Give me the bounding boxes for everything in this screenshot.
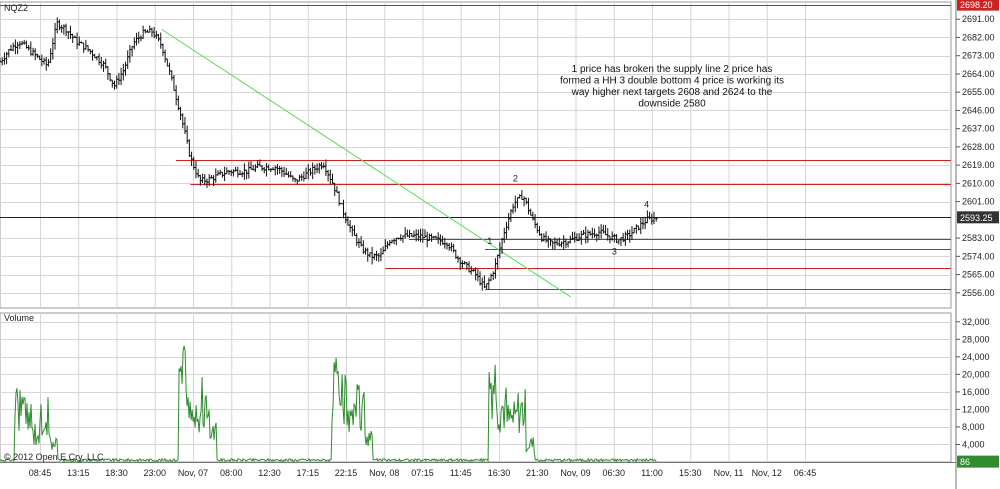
price-tick-label: 2610.00 bbox=[962, 178, 995, 188]
time-tick-label: 08:00 bbox=[220, 468, 243, 478]
volume-badge bbox=[957, 455, 999, 468]
analysis-note-line: formed a HH 3 double bottom 4 price is w… bbox=[560, 76, 784, 87]
time-tick-label: Nov, 07 bbox=[178, 468, 208, 478]
price-tick-label: 2646.00 bbox=[962, 105, 995, 115]
volume-tick-label: 20,000 bbox=[962, 369, 990, 379]
volume-tick-label: 12,000 bbox=[962, 404, 990, 414]
time-tick-label: 22:15 bbox=[335, 468, 358, 478]
time-tick-label: 12:30 bbox=[258, 468, 281, 478]
volume-badge-label: 86 bbox=[960, 457, 970, 467]
analysis-note-line: downside 2580 bbox=[638, 99, 706, 110]
price-tick-label: 2565.00 bbox=[962, 270, 995, 280]
axis-badges: 2698.20 2593.25 86 bbox=[957, 0, 999, 468]
price-tick-label: 2556.00 bbox=[962, 288, 995, 298]
analysis-note-line: way higher next targets 2608 and 2624 to… bbox=[571, 87, 773, 98]
time-tick-label: 08:45 bbox=[29, 468, 52, 478]
volume-tick-label: 4,000 bbox=[962, 439, 985, 449]
price-tick-label: 2673.00 bbox=[962, 51, 995, 61]
price-tick-label: 2574.00 bbox=[962, 251, 995, 261]
time-tick-label: 11:45 bbox=[450, 468, 472, 478]
volume-tick-label: 28,000 bbox=[962, 334, 990, 344]
annotation-markers: 1 2 3 4 bbox=[487, 173, 649, 256]
volume-tick-label: 16,000 bbox=[962, 387, 990, 397]
time-tick-label: Nov, 09 bbox=[560, 468, 590, 478]
volume-panel bbox=[0, 312, 952, 463]
chart-grid bbox=[0, 1, 952, 463]
price-badge-last bbox=[957, 211, 999, 224]
time-tick-label: 21:30 bbox=[526, 468, 549, 478]
price-tick-label: 2628.00 bbox=[962, 142, 995, 152]
marker-label-4: 4 bbox=[644, 200, 649, 210]
price-badge-level bbox=[957, 0, 999, 11]
time-tick-label: 16:30 bbox=[488, 468, 511, 478]
time-tick-label: Nov, 08 bbox=[369, 468, 399, 478]
price-bars bbox=[0, 17, 658, 291]
symbol-label: NQZ2 bbox=[4, 3, 28, 13]
price-badge-label: 2593.25 bbox=[960, 213, 993, 223]
support-resistance-lines bbox=[0, 5, 951, 290]
price-tick-label: 2583.00 bbox=[962, 233, 995, 243]
price-panel bbox=[0, 1, 952, 309]
ohlc-bar bbox=[654, 217, 658, 222]
marker-label-1: 1 bbox=[487, 236, 492, 246]
volume-tick-label: 8,000 bbox=[962, 422, 985, 432]
volume-tick-label: 32,000 bbox=[962, 317, 990, 327]
price-badge-label: 2698.20 bbox=[960, 0, 993, 10]
price-tick-label: 2682.00 bbox=[962, 32, 995, 42]
marker-label-2: 2 bbox=[513, 173, 518, 183]
time-tick-label: Nov, 12 bbox=[752, 468, 782, 478]
copyright-label: © 2012 Open E Cry, LLC bbox=[4, 452, 104, 462]
price-tick-label: 2655.00 bbox=[962, 87, 995, 97]
price-tick-label: 2601.00 bbox=[962, 197, 995, 207]
time-tick-label: Nov, 11 bbox=[714, 468, 744, 478]
time-tick-label: 07:15 bbox=[411, 468, 434, 478]
time-tick-label: 13:15 bbox=[67, 468, 90, 478]
analysis-note-line: 1 price has broken the supply line 2 pri… bbox=[572, 64, 773, 75]
analysis-note: 1 price has broken the supply line 2 pri… bbox=[560, 64, 784, 110]
time-tick-label: 15:30 bbox=[679, 468, 702, 478]
price-tick-label: 2691.00 bbox=[962, 14, 995, 24]
price-tick-label: 2637.00 bbox=[962, 124, 995, 134]
time-tick-label: 06:30 bbox=[602, 468, 625, 478]
volume-series bbox=[0, 345, 657, 463]
time-tick-label: 23:00 bbox=[143, 468, 166, 478]
volume-line bbox=[0, 345, 657, 463]
volume-tick-label: 24,000 bbox=[962, 352, 990, 362]
marker-label-3: 3 bbox=[612, 246, 617, 256]
time-tick-label: 17:15 bbox=[296, 468, 319, 478]
time-tick-label: 06:45 bbox=[794, 468, 817, 478]
time-tick-label: 11:00 bbox=[641, 468, 663, 478]
price-tick-label: 2619.00 bbox=[962, 160, 995, 170]
price-tick-label: 2664.00 bbox=[962, 69, 995, 79]
volume-panel-label: Volume bbox=[4, 313, 34, 323]
time-tick-label: 18:30 bbox=[105, 468, 128, 478]
